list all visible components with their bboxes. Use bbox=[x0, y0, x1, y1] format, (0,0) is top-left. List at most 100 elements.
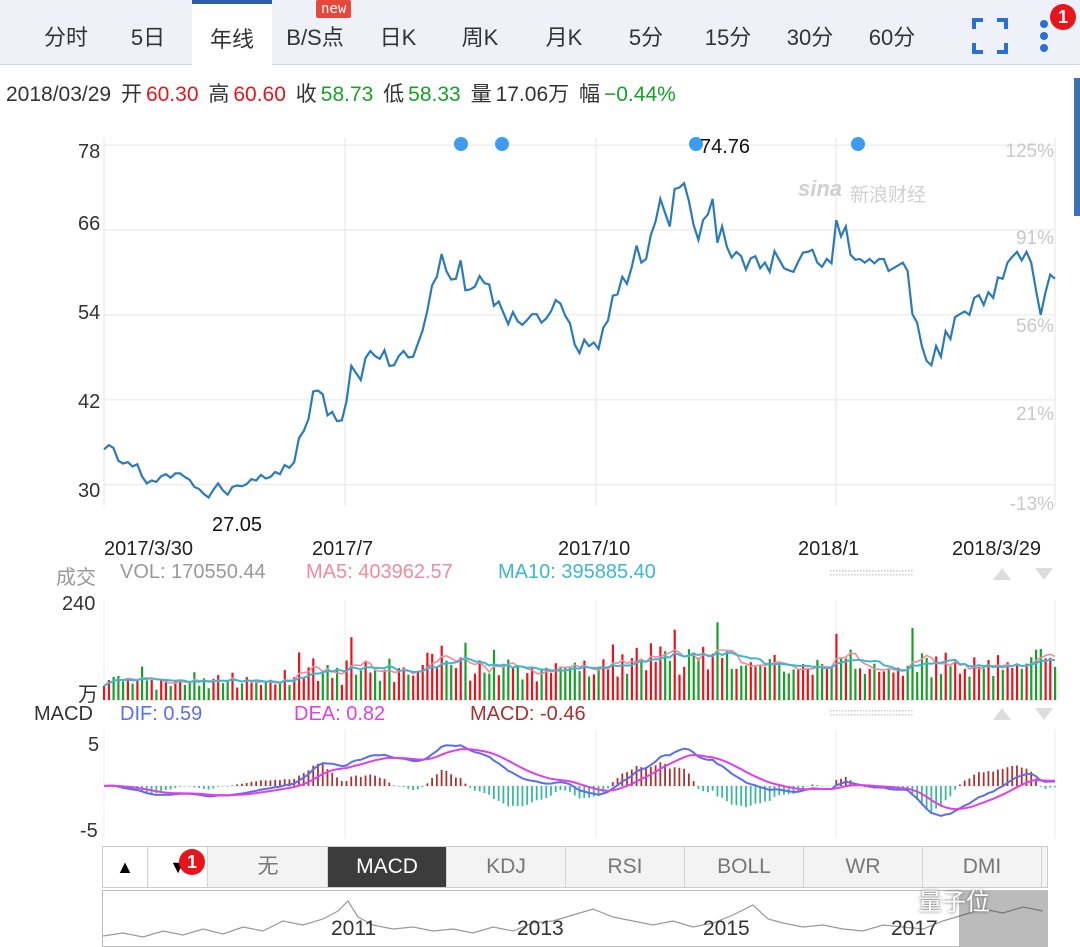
tab-year[interactable]: 年线 bbox=[192, 0, 272, 66]
price-line bbox=[103, 181, 1056, 500]
indicator-dmi[interactable]: DMI bbox=[923, 847, 1042, 887]
volume-bar bbox=[426, 652, 429, 700]
volume-bar bbox=[302, 677, 305, 700]
volume-bar bbox=[126, 677, 129, 700]
volume-bar bbox=[245, 677, 248, 700]
volume-bar bbox=[345, 660, 348, 700]
indicator-macd[interactable]: MACD bbox=[328, 847, 447, 887]
drag-handle-dot bbox=[881, 710, 883, 712]
period-tabs: 分时 5日 年线 B/S点 new 日K 周K 月K 5分 15分 30分 60… bbox=[0, 0, 1080, 66]
indicator-badge: 1 bbox=[179, 849, 205, 875]
volume-bar bbox=[697, 657, 700, 700]
volume-bar bbox=[535, 681, 538, 700]
drag-handle-dot bbox=[857, 570, 859, 572]
tab-15min[interactable]: 15分 bbox=[704, 25, 752, 50]
panel-down-icon bbox=[1035, 708, 1053, 720]
volume-bar bbox=[968, 676, 971, 700]
drag-handle-dot bbox=[848, 570, 850, 572]
volume-bar bbox=[374, 670, 377, 700]
drag-handle-dot bbox=[908, 710, 910, 712]
overview-selection[interactable] bbox=[959, 891, 1047, 946]
volume-bar bbox=[692, 652, 695, 700]
drag-handle-dot bbox=[872, 710, 874, 712]
macd-legend: MACD: -0.46 bbox=[470, 703, 586, 725]
volume-bar bbox=[830, 667, 833, 700]
pct-tick: 56% bbox=[1015, 316, 1054, 337]
indicator-boll[interactable]: BOLL bbox=[685, 847, 804, 887]
volume-bar bbox=[607, 668, 610, 700]
change-label: 幅 bbox=[578, 83, 600, 106]
drag-handle-dot bbox=[869, 570, 871, 572]
volume-bar bbox=[340, 684, 343, 700]
fullscreen-icon[interactable] bbox=[970, 16, 1010, 56]
overview-year: 2017 bbox=[891, 917, 938, 940]
ma10-line bbox=[103, 651, 1056, 687]
drag-handle-dot bbox=[893, 714, 895, 716]
drag-handle-dot bbox=[887, 710, 889, 712]
tab-30min[interactable]: 30分 bbox=[786, 25, 834, 50]
scroll-up-button[interactable]: ▲ bbox=[103, 847, 148, 887]
volume-bar bbox=[497, 675, 500, 700]
tab-60min[interactable]: 60分 bbox=[868, 25, 916, 50]
volume-bar bbox=[393, 682, 396, 700]
drag-handle-dot bbox=[890, 714, 892, 716]
volume-bar bbox=[259, 685, 263, 700]
change-value: −0.44% bbox=[603, 83, 676, 106]
volume-bar bbox=[958, 673, 962, 700]
drag-handle-dot bbox=[902, 574, 904, 576]
more-icon[interactable] bbox=[1034, 14, 1054, 58]
volume-bar bbox=[1039, 649, 1042, 700]
drag-handle-dot bbox=[887, 570, 889, 572]
volume-bar bbox=[1006, 662, 1009, 700]
drag-handle-dot bbox=[875, 574, 877, 576]
volume-bar bbox=[687, 649, 691, 700]
y-tick: 66 bbox=[78, 213, 101, 235]
drag-handle-dot bbox=[857, 574, 859, 576]
drag-handle-dot bbox=[905, 570, 907, 572]
volume-bar bbox=[478, 660, 481, 700]
tab-fenshi[interactable]: 分时 bbox=[43, 25, 88, 50]
scrollbar[interactable] bbox=[1074, 78, 1080, 216]
volume-bar bbox=[735, 668, 738, 700]
indicator-rsi[interactable]: RSI bbox=[566, 847, 685, 887]
indicator-kdj[interactable]: KDJ bbox=[447, 847, 566, 887]
volume-bar bbox=[892, 672, 895, 700]
volume-bar bbox=[626, 673, 629, 700]
tab-day-k[interactable]: 日K bbox=[379, 25, 417, 50]
indicator-wr[interactable]: WR bbox=[804, 847, 923, 887]
drag-handle-dot bbox=[872, 570, 874, 572]
drag-handle-dot bbox=[899, 710, 901, 712]
drag-handle-dot bbox=[863, 710, 865, 712]
volume-bar bbox=[369, 672, 372, 700]
drag-handle-dot bbox=[866, 714, 868, 716]
range-overview[interactable]: 2011 2013 2015 2017 bbox=[102, 890, 1048, 947]
drag-handle-dot bbox=[896, 710, 898, 712]
volume-bar bbox=[868, 669, 871, 700]
volume-bar bbox=[725, 649, 729, 700]
tab-month-k[interactable]: 月K bbox=[545, 25, 583, 50]
volume-bar bbox=[255, 681, 258, 700]
volume-bar bbox=[987, 660, 990, 700]
tab-5day[interactable]: 5日 bbox=[130, 25, 166, 50]
volume-bar bbox=[473, 673, 477, 700]
volume-bar bbox=[383, 669, 386, 700]
macd-y-tick: 5 bbox=[88, 734, 100, 756]
pct-tick: 91% bbox=[1015, 228, 1054, 249]
volume-bar bbox=[825, 668, 828, 700]
volume-bar bbox=[721, 658, 724, 700]
tab-5min[interactable]: 5分 bbox=[628, 25, 664, 50]
volume-bar bbox=[388, 658, 391, 700]
drag-handle-dot bbox=[860, 714, 862, 716]
low-value: 58.33 bbox=[408, 83, 461, 106]
overview-year: 2015 bbox=[703, 917, 750, 940]
volume-bar bbox=[887, 668, 890, 700]
volume-bar bbox=[288, 685, 291, 700]
tab-week-k[interactable]: 周K bbox=[461, 25, 499, 50]
volume-bar bbox=[331, 678, 334, 700]
indicator-none[interactable]: 无 bbox=[209, 847, 328, 887]
volume-bar bbox=[155, 689, 158, 700]
drag-handle-dot bbox=[893, 710, 895, 712]
ma10-legend: MA10: 395885.40 bbox=[498, 561, 656, 583]
tab-bs[interactable]: B/S点 bbox=[286, 25, 344, 50]
dea-legend: DEA: 0.82 bbox=[294, 703, 386, 725]
